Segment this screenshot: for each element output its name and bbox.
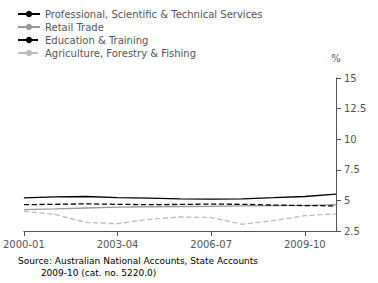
- svg-text:12.5: 12.5: [344, 103, 366, 114]
- svg-text:%: %: [331, 53, 341, 64]
- svg-text:Retail Trade: Retail Trade: [45, 22, 104, 33]
- svg-text:2.5: 2.5: [344, 226, 360, 237]
- svg-text:Agriculture, Forestry & Fishin: Agriculture, Forestry & Fishing: [45, 48, 196, 59]
- svg-text:7.5: 7.5: [344, 164, 360, 175]
- svg-text:Professional, Scientific & Tec: Professional, Scientific & Technical Ser…: [45, 9, 263, 20]
- svg-text:2006-07: 2006-07: [190, 239, 232, 250]
- svg-text:2003-04: 2003-04: [97, 239, 139, 250]
- svg-text:Education & Training: Education & Training: [45, 35, 148, 46]
- svg-text:15: 15: [344, 73, 357, 84]
- svg-text:2000-01: 2000-01: [3, 239, 45, 250]
- svg-text:5: 5: [344, 195, 350, 206]
- svg-text:2009-10: 2009-10: [284, 239, 326, 250]
- svg-text:10: 10: [344, 134, 357, 145]
- svg-text:Source: Australian National Ac: Source: Australian National Accounts, St…: [18, 256, 258, 266]
- svg-text:2009-10 (cat. no. 5220.0): 2009-10 (cat. no. 5220.0): [18, 268, 156, 278]
